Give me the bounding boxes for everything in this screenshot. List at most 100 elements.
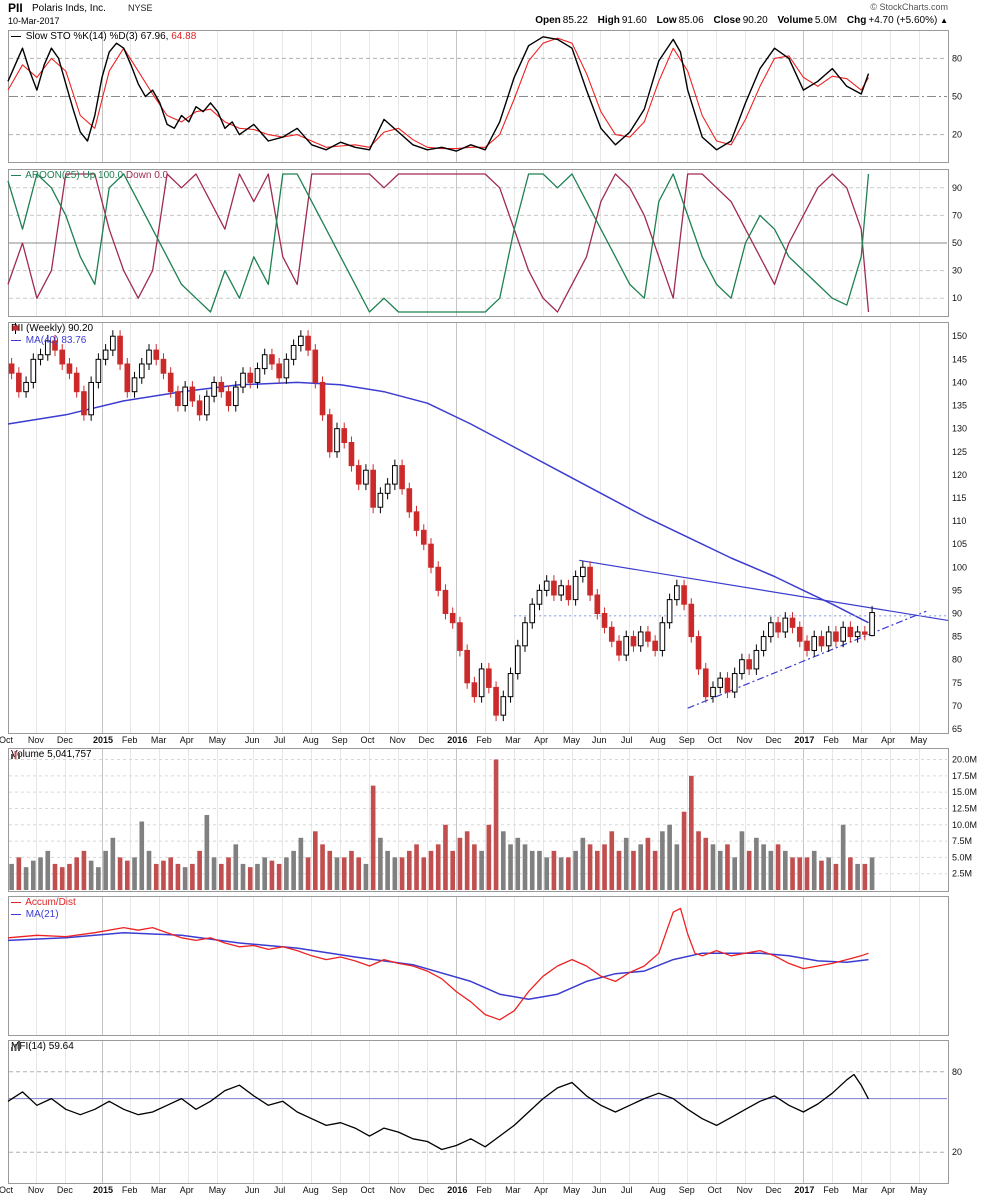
volume-bar bbox=[378, 837, 383, 890]
x-axis-month-label: Sep bbox=[678, 1185, 695, 1195]
volume-bar bbox=[320, 844, 325, 890]
accum-dist-legend: — Accum/Dist — MA(21) bbox=[11, 897, 76, 921]
x-axis-month-label: Oct bbox=[360, 1185, 375, 1195]
aroon-panel: 90 70 50 30 10 — AROON(25) Up 100.0 Down 0.0 bbox=[0, 169, 986, 317]
volume-bar bbox=[349, 850, 354, 890]
company-name: Polaris Inds, Inc. bbox=[32, 3, 106, 14]
accum-legend-label: Accum/Dist bbox=[25, 897, 76, 908]
chart-date: 10-Mar-2017 bbox=[8, 16, 60, 26]
y-axis-label: 10.0M bbox=[952, 820, 977, 830]
candle-body bbox=[23, 381, 29, 393]
y-axis-label: 140 bbox=[952, 377, 967, 387]
candlestick-icon bbox=[12, 323, 19, 334]
x-axis-months-bottom: Oct Nov Dec 2015 Feb Mar Apr May Jun Jul Aug Sep Oct… bbox=[0, 1184, 986, 1198]
open-value: 85.22 bbox=[562, 15, 588, 26]
volume-bar bbox=[161, 860, 166, 890]
y-axis-label: 120 bbox=[952, 470, 967, 480]
candle-body bbox=[825, 631, 832, 647]
x-axis-month-label: Feb bbox=[121, 735, 138, 745]
volume-bar bbox=[428, 850, 434, 890]
x-axis-month-label: Feb bbox=[476, 1185, 492, 1195]
low-label: Low bbox=[656, 15, 677, 26]
volume-legend: Volume 5,041,757 bbox=[11, 749, 92, 761]
volume-bar bbox=[153, 863, 159, 890]
x-axis-month-label: Jul bbox=[620, 735, 633, 745]
volume-bar bbox=[9, 863, 14, 890]
y-axis-label: 50 bbox=[952, 238, 962, 248]
ma21-legend: MA(21) bbox=[25, 909, 59, 920]
candle-body bbox=[435, 566, 442, 591]
candle-body bbox=[247, 372, 254, 383]
series-line bbox=[7, 907, 869, 1021]
volume-value: 5.0M bbox=[814, 15, 838, 26]
chg-value: +4.70 (+5.60%) bbox=[868, 15, 938, 26]
y-axis-label: 135 bbox=[952, 401, 967, 411]
x-axis-month-label: Dec bbox=[765, 735, 782, 745]
x-axis-month-label: Mar bbox=[852, 735, 868, 745]
volume-bar bbox=[544, 857, 550, 890]
volume-bar bbox=[182, 867, 188, 890]
volume-bar bbox=[486, 824, 492, 890]
volume-bar bbox=[819, 860, 824, 890]
x-axis-month-label: 2016 bbox=[447, 735, 468, 745]
volume-bar bbox=[479, 850, 484, 890]
candle-body bbox=[211, 381, 217, 397]
accum-dist-plot bbox=[7, 896, 949, 1036]
candle-body bbox=[341, 428, 348, 444]
candle-body bbox=[507, 673, 514, 698]
y-axis-label: 125 bbox=[952, 447, 967, 457]
stochastic-legend-label: Slow STO %K(14) %D(3) bbox=[25, 31, 138, 42]
panel-border bbox=[8, 30, 949, 163]
volume-bar bbox=[30, 860, 36, 890]
chg-label: Chg bbox=[846, 15, 867, 26]
stochastic-k-value: 67.96, bbox=[140, 31, 169, 42]
panel-border bbox=[8, 896, 949, 1036]
candle-body bbox=[37, 354, 44, 360]
volume-bar bbox=[609, 831, 615, 890]
candle-body bbox=[630, 636, 637, 647]
x-axis-month-label: May bbox=[563, 1185, 581, 1195]
candle-body bbox=[449, 612, 456, 624]
stockcharts-credit: © StockCharts.com bbox=[870, 2, 948, 12]
volume-bar bbox=[385, 850, 390, 890]
price-last-value: 90.20 bbox=[68, 323, 94, 334]
volume-bar bbox=[674, 844, 680, 890]
candle-body bbox=[81, 391, 87, 416]
accum-dist-panel: — Accum/Dist — MA(21) bbox=[0, 896, 986, 1036]
volume-bar bbox=[848, 857, 853, 890]
y-axis-label: 20 bbox=[952, 1147, 962, 1157]
candle-body bbox=[153, 349, 160, 360]
candle-body bbox=[138, 363, 145, 379]
volume-bar bbox=[493, 759, 499, 890]
x-axis-month-label: Aug bbox=[649, 1185, 666, 1195]
x-axis-month-label: Jul bbox=[273, 1185, 286, 1195]
mfi-panel: 80 20 MFI(14) 59.64 bbox=[0, 1040, 986, 1184]
open-label: Open bbox=[535, 15, 561, 26]
y-axis-label: 15.0M bbox=[952, 787, 977, 797]
y-axis-label: 50 bbox=[952, 92, 962, 102]
x-axis-month-label: Sep bbox=[678, 735, 695, 745]
volume-bar bbox=[500, 831, 506, 890]
candle-body bbox=[601, 612, 608, 628]
volume-bar bbox=[551, 850, 557, 890]
aroon-legend-label: AROON(25) bbox=[25, 170, 80, 181]
y-axis-label: 145 bbox=[952, 354, 967, 364]
x-axis-month-label: Feb bbox=[121, 1185, 138, 1195]
high-value: 91.60 bbox=[621, 15, 647, 26]
candle-body bbox=[225, 391, 232, 407]
x-axis-month-label: Mar bbox=[505, 1185, 521, 1195]
candle-body bbox=[276, 363, 282, 379]
candle-body bbox=[95, 358, 102, 383]
candle-body bbox=[261, 354, 268, 370]
y-axis-label: 80 bbox=[952, 53, 962, 63]
y-axis-label: 20 bbox=[952, 130, 962, 140]
low-value: 85.06 bbox=[678, 15, 704, 26]
y-axis-label: 100 bbox=[952, 562, 967, 572]
ma21-line-swatch: — bbox=[11, 909, 21, 920]
volume-bar bbox=[573, 850, 578, 890]
x-axis-months-top: Oct Nov Dec 2015 Feb Mar Apr May Jun Jul Aug Sep Oct… bbox=[0, 734, 986, 748]
x-axis-month-label: Apr bbox=[179, 1185, 194, 1195]
price-plot: 150 145 140 135 130 125 120 115 110 105 100 95 90 85 8… bbox=[7, 322, 967, 734]
volume-bar bbox=[761, 844, 766, 890]
